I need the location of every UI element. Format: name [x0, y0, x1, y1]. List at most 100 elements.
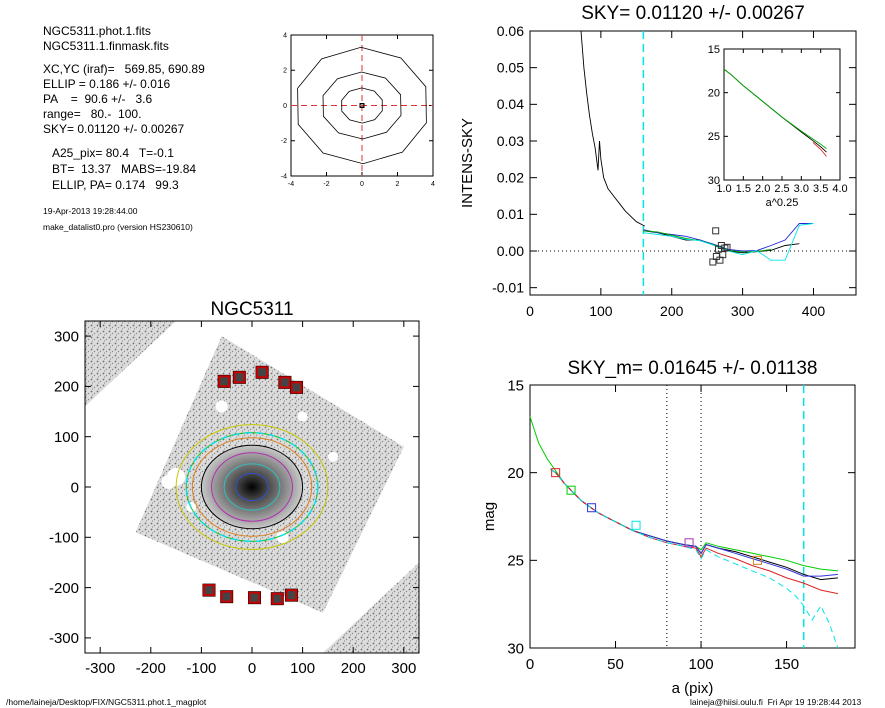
sky-frame [529, 30, 857, 296]
image-x-label: 100 [290, 660, 315, 677]
masked-star [297, 411, 308, 422]
sky-series-line [643, 223, 814, 261]
contour-y-label: 0 [283, 103, 287, 110]
inset-y-label: 30 [708, 175, 720, 187]
contour-center-box [359, 103, 365, 108]
image-x-label: 200 [341, 660, 366, 677]
sky-y-label: 0.06 [497, 23, 524, 39]
contour-y-label: 2 [283, 68, 287, 75]
isophote-ellipse [223, 463, 281, 511]
image-y-label: -200 [49, 580, 79, 597]
image-y-label: 100 [54, 429, 79, 446]
inset-y-label: 20 [708, 88, 720, 100]
profile-xlabel: a (pix) [672, 680, 714, 697]
sky-box-outline [285, 589, 298, 602]
footer-user: laineja@hiisi.oulu.fi Fri Apr 19 19:28:4… [690, 697, 862, 707]
image-title: NGC5311 [210, 299, 293, 320]
isophote-ellipse [211, 452, 293, 522]
sky-ellipse [185, 431, 319, 543]
sky-box-outline [220, 590, 233, 603]
image-x-label: 300 [391, 660, 416, 677]
image-corner-bottomright [322, 562, 419, 653]
isophote-ellipse [200, 444, 304, 530]
masked-star [327, 451, 338, 462]
sky-plot: SKY= 0.01120 +/- 0.00267 INTENS-SKY 0 100 20… [459, 3, 857, 319]
image-x-label: -300 [85, 660, 115, 677]
contour-x-label: 4 [431, 181, 435, 188]
sky-y-label: 0.02 [497, 170, 524, 186]
inset-y-label: 25 [708, 131, 720, 143]
profile-series-line [550, 468, 839, 595]
contour-level [322, 71, 402, 140]
sky-sample-square [721, 244, 729, 252]
galaxy-image-plot: NGC5311 -300 -200 -100 0 100 200 300 -300 -200 -10… [49, 299, 420, 677]
magnitude-profile-plot: SKY_m= 0.01645 +/- 0.01138 a (pix) mag 0 50 1… [481, 358, 856, 697]
info-a25: A25_pix= 80.4 T=-0.1 [52, 146, 174, 160]
sky-x-label: 300 [731, 303, 755, 319]
sky-sample-square [723, 243, 731, 251]
sky-sample-square [716, 256, 724, 264]
profile-x-label: 100 [689, 656, 714, 673]
inset-x-label: 2.0 [755, 183, 770, 195]
profile-square [566, 485, 576, 495]
image-y-label: -300 [49, 630, 79, 647]
inset-xlabel: a^0.25 [766, 197, 799, 209]
info-filename: NGC5311.phot.1.fits [43, 24, 151, 38]
info-sky: SKY= 0.01120 +/- 0.00267 [43, 122, 185, 136]
profile-square [587, 503, 597, 513]
sky-box-outline [248, 591, 261, 604]
sky-sample-square [709, 258, 717, 266]
contour-x-label: 0 [360, 181, 364, 188]
inset-y-label: 15 [708, 44, 720, 56]
inset-series-line [723, 68, 827, 149]
sky-box-outline [256, 366, 269, 379]
profile-x-label: 0 [526, 656, 534, 673]
inset-x-label: 1.5 [736, 183, 751, 195]
isophote-ellipse [175, 424, 329, 550]
footer-path: /home/laineja/Desktop/FIX/NGC5311.phot.1… [6, 697, 207, 707]
profile-title: SKY_m= 0.01645 +/- 0.01138 [568, 358, 818, 379]
sky-y-label: 0.03 [497, 133, 524, 149]
profile-y-label: 25 [507, 553, 524, 570]
sky-series-line [580, 30, 646, 227]
sky-sample-square [712, 227, 720, 235]
sky-ylabel: INTENS-SKY [459, 118, 476, 208]
info-center: XC,YC (iraf)= 569.85, 690.89 [43, 62, 205, 76]
masked-star [215, 400, 228, 413]
profile-y-label: 15 [507, 377, 524, 394]
info-ellip-pa: ELLIP, PA= 0.174 99.3 [52, 178, 179, 192]
info-range: range= 80.- 100. [43, 107, 142, 121]
profile-x-label: 50 [607, 656, 624, 673]
sky-series-line [643, 223, 814, 252]
image-y-label: 0 [71, 479, 79, 496]
inset-frame [723, 48, 841, 181]
info-program: make_datalist0.pro (version HS230610) [43, 222, 193, 232]
inset-series-line [812, 142, 827, 157]
sky-x-label: 0 [526, 303, 534, 319]
inset-x-label: 2.5 [774, 183, 789, 195]
info-date: 19-Apr-2013 19:28:44.00 [43, 206, 138, 216]
profile-square [684, 538, 694, 548]
info-bt: BT= 13.37 MABS=-19.84 [52, 162, 197, 176]
image-y-label: 200 [54, 379, 79, 396]
inset-x-label: 3.0 [794, 183, 809, 195]
sky-box-outline [271, 592, 284, 605]
sky-y-label: 0.04 [497, 96, 524, 112]
sky-title: SKY= 0.01120 +/- 0.00267 [581, 3, 805, 24]
contour-y-label: -4 [281, 173, 287, 180]
image-y-label: 300 [54, 328, 79, 345]
profile-series-line [550, 468, 838, 577]
sky-box-outline [233, 371, 246, 384]
galaxy-body [201, 445, 303, 529]
profile-square [753, 555, 762, 565]
contour-x-label: 2 [396, 181, 400, 188]
profile-x-label: 150 [774, 656, 799, 673]
inset-plot: 1.0 1.5 2.0 2.5 3.0 3.5 4.0 15 20 25 30 a^0.25 [708, 44, 848, 209]
profile-ylabel: mag [481, 502, 498, 531]
contour-level [297, 46, 427, 165]
isophote-ellipse [191, 437, 313, 537]
profile-series-line [529, 416, 838, 572]
info-maskname: NGC5311.1.finmask.fits [43, 39, 169, 53]
contour-level [341, 87, 383, 124]
